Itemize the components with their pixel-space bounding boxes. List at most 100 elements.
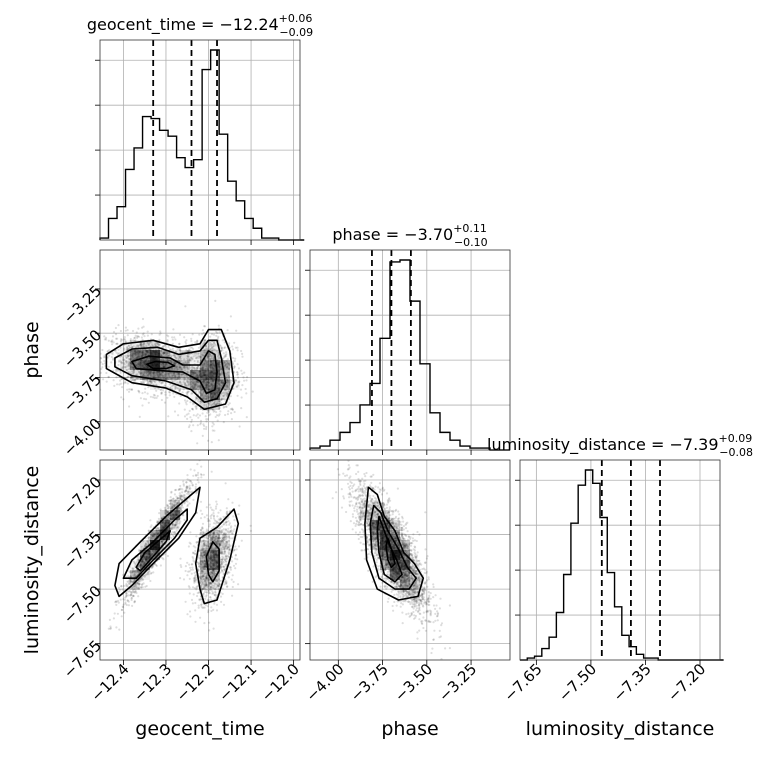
sample-point xyxy=(186,371,189,374)
sample-point xyxy=(125,360,128,363)
sample-point xyxy=(227,376,230,379)
sample-point xyxy=(228,383,231,386)
sample-point xyxy=(234,524,237,527)
sample-point xyxy=(131,352,134,355)
sample-point xyxy=(233,410,236,414)
sample-point xyxy=(192,382,195,385)
sample-point xyxy=(215,603,219,606)
sample-point xyxy=(192,386,195,389)
sample-point xyxy=(124,366,127,369)
sample-point xyxy=(175,350,178,353)
sample-point xyxy=(172,373,175,376)
sample-point xyxy=(223,346,226,350)
sample-point xyxy=(136,363,140,366)
sample-point xyxy=(174,524,177,527)
sample-point xyxy=(199,368,203,371)
sample-point xyxy=(155,389,158,392)
sample-point xyxy=(198,367,201,370)
sample-point xyxy=(184,362,187,365)
sample-point xyxy=(194,354,197,357)
sample-point xyxy=(110,340,113,343)
sample-point xyxy=(141,392,144,395)
sample-point xyxy=(225,377,228,380)
sample-point xyxy=(196,478,199,482)
sample-point xyxy=(135,363,138,366)
sample-point xyxy=(168,364,171,367)
sample-point xyxy=(193,469,196,472)
sample-point xyxy=(230,525,233,528)
sample-point xyxy=(120,361,123,364)
sample-point xyxy=(218,400,221,403)
sample-point xyxy=(138,566,141,569)
sample-point xyxy=(209,379,213,382)
sample-point xyxy=(161,364,164,367)
sample-point xyxy=(180,504,183,507)
sample-point xyxy=(137,389,140,392)
sample-point xyxy=(176,377,179,380)
sample-point xyxy=(208,353,211,356)
sample-point xyxy=(219,381,223,384)
sample-point xyxy=(128,581,132,584)
sample-point xyxy=(170,507,173,510)
sample-point xyxy=(157,343,160,346)
sample-point xyxy=(168,372,171,375)
sample-point xyxy=(121,588,124,591)
sample-point xyxy=(207,381,210,384)
sample-point xyxy=(159,564,162,567)
sample-point xyxy=(193,385,196,388)
sample-point xyxy=(148,372,151,375)
panel-title-geocent_time: geocent_time = −12.24+0.06 −0.09 xyxy=(87,12,313,39)
sample-point xyxy=(210,387,213,390)
sample-point xyxy=(222,356,225,359)
sample-point xyxy=(144,379,147,382)
sample-point xyxy=(172,354,175,357)
sample-point xyxy=(193,372,197,375)
density-cell xyxy=(150,350,160,360)
sample-point xyxy=(160,539,163,542)
sample-point xyxy=(176,503,179,506)
sample-point xyxy=(218,387,221,390)
sample-point xyxy=(206,365,209,368)
sample-point xyxy=(191,568,194,571)
density-cell xyxy=(220,390,230,400)
sample-point xyxy=(166,359,170,362)
sample-point xyxy=(226,392,229,396)
sample-point xyxy=(179,564,182,567)
sample-point xyxy=(231,408,234,411)
sample-point xyxy=(171,338,174,341)
sample-point xyxy=(197,606,200,609)
sample-point xyxy=(199,473,203,476)
sample-point xyxy=(194,396,197,399)
sample-point xyxy=(100,357,102,360)
density-cell xyxy=(170,370,180,380)
sample-point xyxy=(124,354,127,358)
sample-point xyxy=(138,391,141,394)
sample-point xyxy=(241,372,244,375)
sample-point xyxy=(208,343,211,346)
sample-point xyxy=(223,405,226,408)
sample-point xyxy=(182,362,185,365)
sample-point xyxy=(229,379,232,382)
sample-point xyxy=(172,532,176,535)
sample-point xyxy=(240,539,243,542)
sample-point xyxy=(132,574,135,578)
sample-point xyxy=(205,380,208,384)
sample-point xyxy=(221,339,224,342)
sample-point xyxy=(143,375,146,378)
sample-point xyxy=(163,352,166,355)
sample-point xyxy=(214,344,217,347)
sample-point xyxy=(164,381,167,384)
sample-point xyxy=(217,388,220,391)
sample-point xyxy=(191,483,194,486)
sample-point xyxy=(194,549,197,553)
sample-point xyxy=(212,410,215,413)
sample-point xyxy=(191,369,194,372)
sample-point xyxy=(231,585,234,589)
sample-point xyxy=(215,505,218,508)
sample-point xyxy=(194,405,197,408)
sample-point xyxy=(220,378,223,381)
sample-point xyxy=(180,495,183,498)
sample-point xyxy=(225,379,229,382)
sample-point xyxy=(216,515,219,518)
sample-point xyxy=(139,563,142,566)
